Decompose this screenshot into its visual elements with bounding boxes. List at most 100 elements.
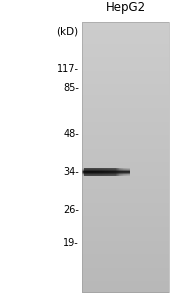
Bar — [82, 70, 169, 74]
Text: 48-: 48- — [63, 129, 79, 139]
Text: 26-: 26- — [63, 205, 79, 214]
Bar — [82, 57, 169, 60]
Bar — [82, 124, 169, 128]
Bar — [82, 197, 169, 201]
Bar — [82, 249, 169, 252]
Bar — [107, 167, 108, 176]
Bar — [125, 167, 126, 176]
Bar — [95, 167, 96, 176]
Bar — [82, 232, 169, 236]
Bar — [89, 167, 90, 176]
Text: (kD): (kD) — [56, 26, 78, 36]
Bar — [82, 200, 169, 203]
Bar — [124, 167, 125, 176]
Bar — [82, 143, 169, 147]
Bar — [82, 65, 169, 68]
Bar — [82, 52, 169, 55]
Bar — [82, 262, 169, 266]
Bar — [82, 206, 169, 209]
Bar — [82, 38, 169, 41]
Bar — [82, 273, 169, 276]
Bar — [82, 92, 169, 95]
Bar — [101, 167, 102, 176]
Bar — [82, 281, 169, 284]
Bar — [82, 257, 169, 260]
Bar — [119, 167, 120, 176]
Bar — [82, 22, 169, 292]
Bar — [82, 276, 169, 279]
Bar — [82, 157, 169, 160]
Bar — [82, 162, 169, 166]
Bar — [82, 168, 169, 171]
Bar — [82, 246, 169, 249]
Bar — [82, 265, 169, 268]
Bar — [105, 167, 106, 176]
Bar — [82, 35, 169, 39]
Bar — [82, 176, 169, 179]
Bar — [127, 167, 128, 176]
Bar — [82, 95, 169, 98]
Bar — [99, 167, 100, 176]
Bar — [82, 270, 169, 274]
Bar — [123, 167, 124, 176]
Bar — [118, 167, 119, 176]
Bar — [85, 167, 86, 176]
Bar — [82, 108, 169, 112]
Bar — [82, 211, 169, 214]
Bar — [94, 167, 95, 176]
Bar — [100, 167, 101, 176]
Bar — [82, 81, 169, 85]
Bar — [103, 167, 104, 176]
Bar — [82, 79, 169, 82]
Bar — [82, 138, 169, 141]
Bar — [91, 167, 92, 176]
Bar — [82, 260, 169, 263]
Bar — [82, 146, 169, 149]
Bar — [86, 167, 87, 176]
Bar — [82, 160, 169, 163]
Bar — [82, 184, 169, 187]
Bar — [82, 114, 169, 117]
Bar — [82, 192, 169, 195]
Bar — [112, 167, 113, 176]
Bar — [82, 170, 169, 174]
Bar — [82, 154, 169, 158]
Bar — [82, 251, 169, 255]
Bar — [82, 278, 169, 282]
Bar — [122, 167, 123, 176]
Bar — [82, 22, 169, 25]
Bar — [82, 33, 169, 36]
Bar — [98, 167, 99, 176]
Bar — [82, 87, 169, 90]
Bar — [82, 68, 169, 71]
Bar — [82, 289, 169, 292]
Bar — [82, 46, 169, 50]
Bar — [82, 165, 169, 168]
Bar — [115, 167, 116, 176]
Bar — [82, 214, 169, 217]
Bar — [82, 284, 169, 287]
Bar — [114, 167, 115, 176]
Bar — [97, 167, 98, 176]
Bar — [82, 133, 169, 136]
Bar — [82, 241, 169, 244]
Bar — [82, 286, 169, 290]
Bar — [82, 149, 169, 152]
Bar — [93, 167, 94, 176]
Bar — [102, 167, 103, 176]
Bar — [82, 130, 169, 133]
Bar — [82, 76, 169, 79]
Bar — [82, 203, 169, 206]
Bar — [82, 167, 83, 176]
Text: 34-: 34- — [63, 167, 79, 177]
Bar — [82, 238, 169, 241]
Bar — [82, 25, 169, 28]
Bar — [82, 30, 169, 33]
Bar — [111, 167, 112, 176]
Bar — [82, 187, 169, 190]
Bar — [82, 141, 169, 144]
Bar — [82, 178, 169, 182]
Bar — [82, 208, 169, 212]
Bar — [121, 167, 122, 176]
Bar — [82, 122, 169, 125]
